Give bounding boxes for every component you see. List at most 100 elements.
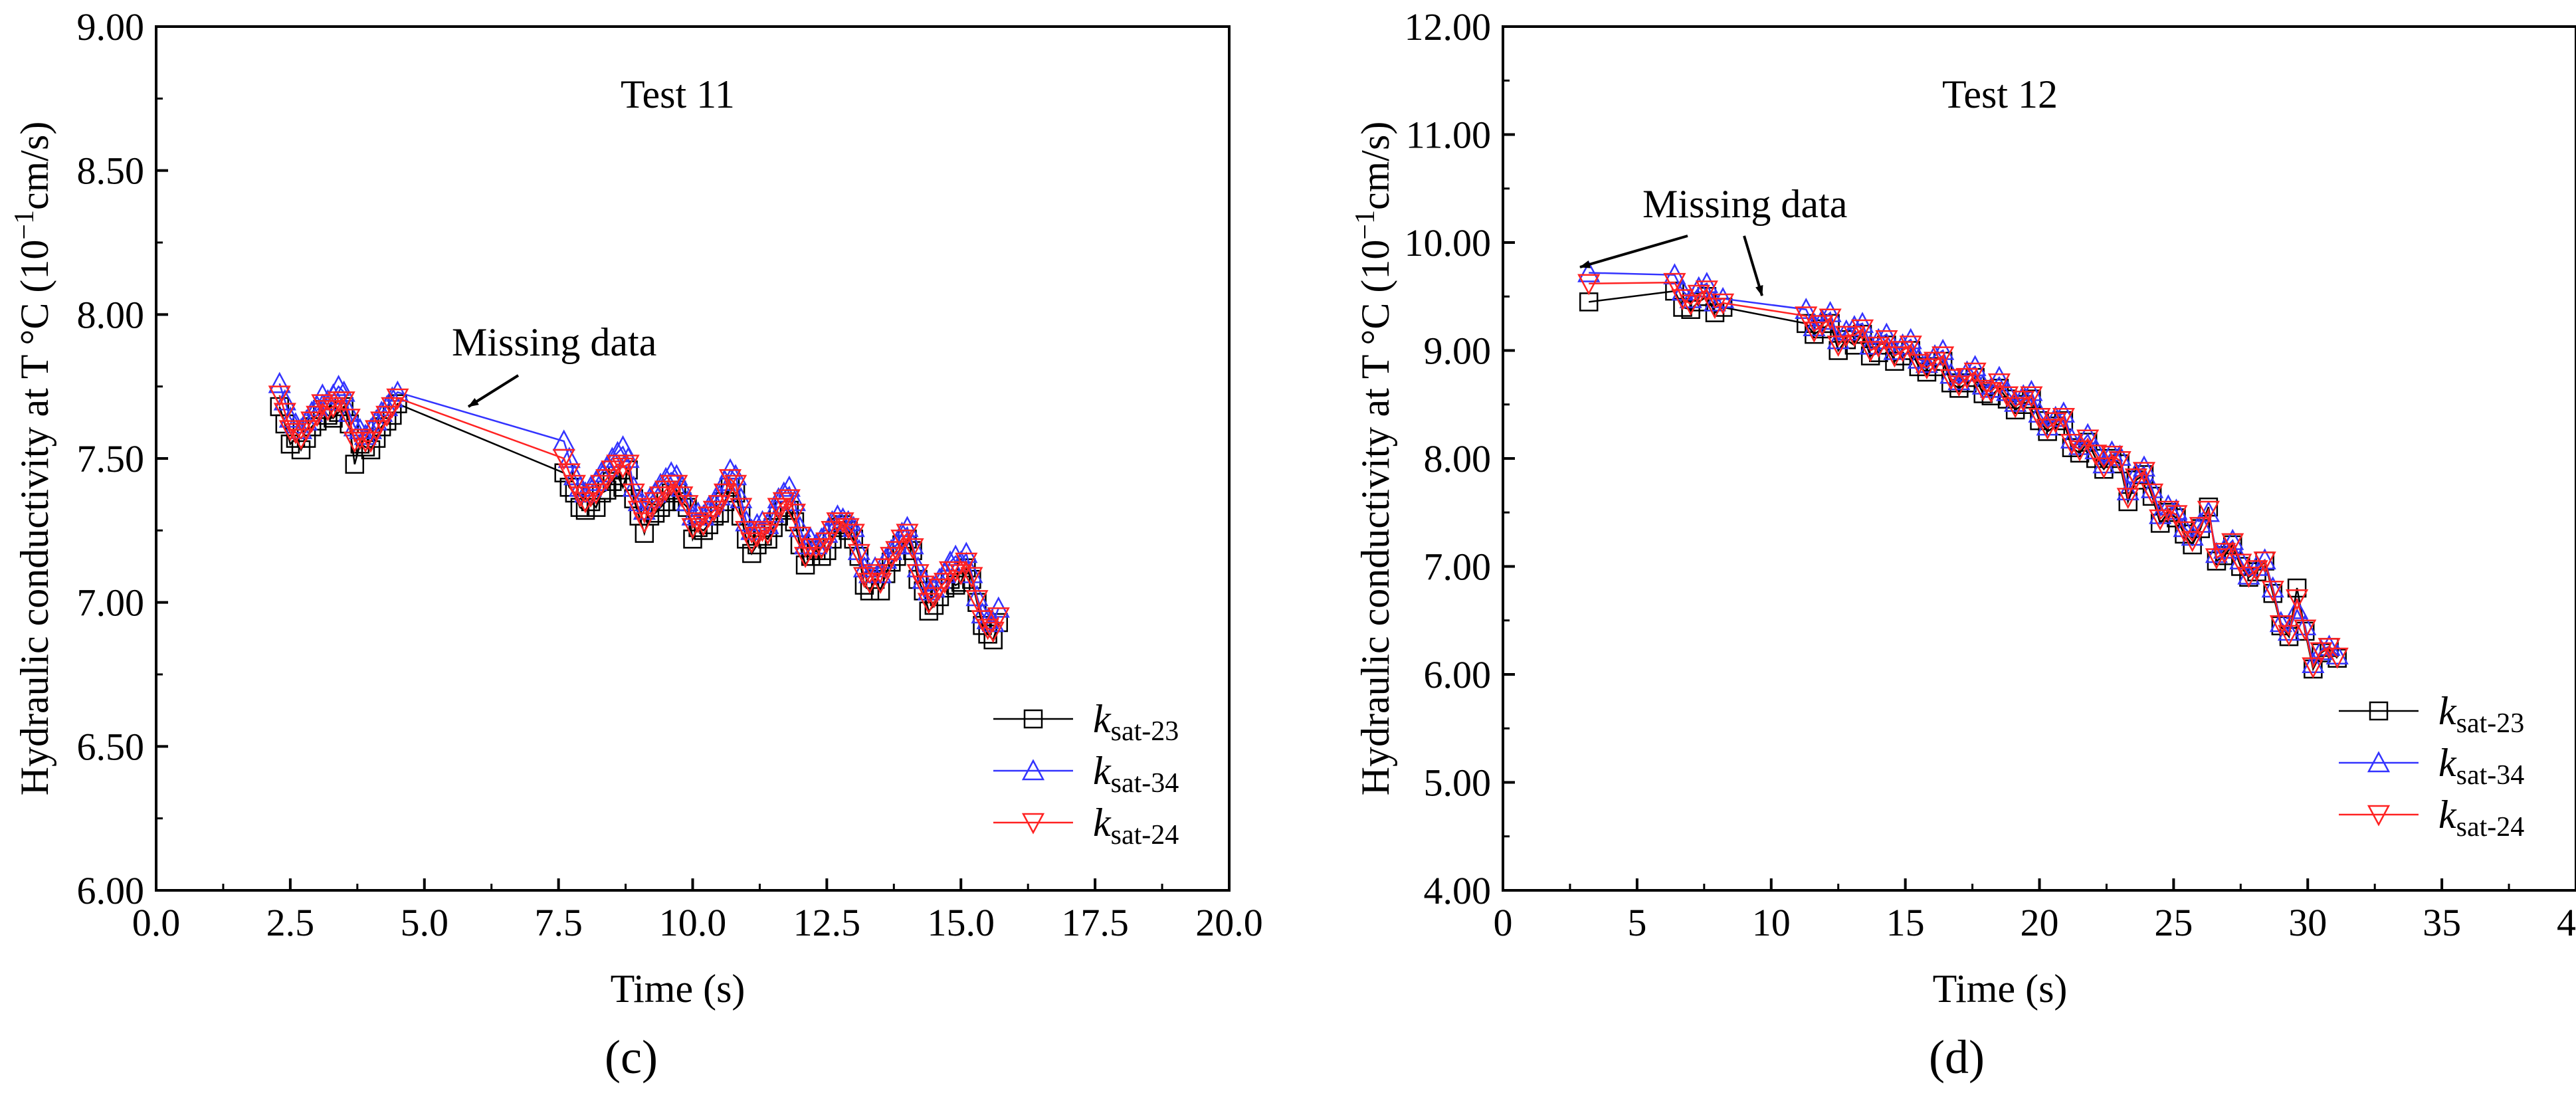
data-point-sat-24 — [2124, 468, 2147, 490]
legend-label-sub: sat-34 — [1111, 768, 1179, 799]
data-point-sat-24 — [665, 474, 688, 496]
data-point-sat-24 — [702, 500, 726, 522]
data-point-sat-24 — [1939, 369, 1963, 391]
data-point-sat-24 — [654, 480, 678, 502]
data-point-sat-24 — [810, 538, 833, 559]
y-tick-label: 7.00 — [1424, 546, 1492, 589]
data-point-sat-34 — [826, 504, 849, 526]
axis-ticks — [155, 25, 1231, 892]
data-point-sat-24 — [601, 460, 624, 482]
y-tick-label: 9.00 — [1424, 330, 1492, 373]
data-point-sat-34 — [2261, 576, 2284, 598]
legend-label-main: k — [1093, 697, 1112, 741]
series-line-sat-34 — [1589, 272, 2338, 666]
data-point-sat-24 — [2197, 500, 2220, 522]
x-tick-label: 10.0 — [659, 901, 727, 944]
data-point-sat-34 — [1932, 338, 1955, 360]
data-point-sat-23 — [570, 498, 590, 517]
data-point-sat-34 — [2060, 427, 2084, 448]
data-point-sat-24 — [2326, 647, 2349, 669]
x-tick-label: 5 — [1627, 901, 1646, 944]
data-point-sat-34 — [1859, 333, 1882, 355]
data-point-sat-24 — [2261, 581, 2284, 602]
legend-label: ksat-23 — [1093, 697, 1179, 747]
data-point-sat-24 — [2221, 533, 2244, 555]
data-point-sat-24 — [1915, 358, 1939, 380]
y-tick-label: 12.00 — [1405, 5, 1492, 49]
data-point-sat-34 — [676, 490, 699, 512]
data-point-sat-34 — [327, 375, 350, 396]
data-point-sat-24 — [1923, 351, 1947, 373]
data-point-sat-34 — [273, 389, 296, 411]
series-line-sat-23 — [1589, 290, 2338, 672]
data-point-sat-24 — [960, 567, 983, 589]
data-point-sat-24 — [2294, 619, 2317, 641]
data-point-sat-24 — [965, 590, 989, 611]
annotation-arrow-2 — [1743, 235, 1763, 296]
data-point-sat-24 — [708, 495, 731, 516]
data-point-sat-24 — [1947, 375, 1971, 397]
x-tick-label: 12.5 — [793, 901, 861, 944]
data-point-sat-24 — [1577, 274, 1601, 296]
data-point-sat-34 — [1891, 333, 1914, 355]
data-point-sat-34 — [2221, 528, 2244, 550]
data-point-sat-24 — [1695, 280, 1718, 302]
data-point-sat-24 — [713, 483, 737, 505]
x-tick-label: 20.0 — [1195, 901, 1263, 944]
data-point-sat-24 — [767, 498, 790, 520]
chart-title: Test 11 — [621, 72, 735, 116]
data-point-sat-34 — [2044, 405, 2067, 427]
data-point-sat-34 — [965, 585, 989, 607]
data-series — [1577, 260, 2349, 679]
panel-label: (d) — [1929, 1031, 1985, 1084]
data-point-sat-24 — [2004, 397, 2027, 419]
data-point-sat-24 — [306, 405, 329, 427]
legend-marker — [1023, 709, 1043, 729]
y-axis-title-prefix: Hydraulic conductivity at T °C (10 — [13, 240, 56, 796]
data-point-sat-34 — [1577, 260, 1601, 282]
x-tick-label: 35 — [2423, 901, 2461, 944]
data-point-sat-24 — [730, 498, 753, 520]
data-point-sat-24 — [944, 561, 967, 583]
data-point-sat-24 — [933, 573, 957, 594]
annotation-arrow-1 — [1579, 235, 1688, 268]
data-point-sat-34 — [2229, 548, 2252, 569]
y-axis-title-exponent: −1 — [1350, 210, 1381, 240]
data-point-sat-34 — [353, 423, 377, 445]
data-point-sat-24 — [2253, 551, 2276, 573]
y-tick-label: 7.50 — [77, 437, 145, 480]
data-point-sat-24 — [842, 524, 865, 546]
x-tick-label: 15.0 — [928, 901, 995, 944]
data-point-sat-24 — [2020, 386, 2043, 408]
data-point-sat-24 — [697, 506, 720, 528]
legend-label-main: k — [1093, 749, 1112, 793]
data-point-sat-24 — [2116, 488, 2139, 510]
chart-panel-c: 6.00 6.50 7.00 7.50 8.00 8.50 9.00 0.0 2.5 5.0 7.… — [9, 5, 1263, 1084]
data-point-sat-24 — [322, 397, 345, 419]
data-point-sat-24 — [880, 547, 903, 568]
chart-panel-d: 4.005.006.007.008.009.0010.0011.0012.00 … — [1350, 5, 2576, 1084]
legend-label-sub: sat-34 — [2456, 760, 2525, 791]
data-point-sat-24 — [869, 573, 892, 594]
legend-label: ksat-24 — [2438, 793, 2524, 843]
data-point-sat-24 — [617, 454, 640, 476]
data-point-sat-24 — [1907, 353, 1930, 375]
data-point-sat-24 — [1955, 367, 1979, 389]
data-point-sat-24 — [1671, 289, 1694, 311]
x-tick-label: 17.5 — [1061, 901, 1129, 944]
data-point-sat-24 — [981, 621, 1005, 643]
data-point-sat-34 — [2326, 643, 2349, 664]
data-point-sat-34 — [2253, 548, 2276, 569]
data-point-sat-24 — [837, 518, 860, 540]
data-point-sat-24 — [338, 409, 361, 430]
legend-marker — [2369, 701, 2389, 721]
data-point-sat-34 — [2318, 635, 2341, 656]
legend-label-sub: sat-24 — [1111, 820, 1179, 850]
data-point-sat-24 — [2076, 429, 2100, 451]
data-point-sat-24 — [1842, 326, 1866, 348]
data-point-sat-24 — [2052, 408, 2075, 429]
data-point-sat-34 — [2092, 452, 2116, 474]
data-point-sat-24 — [761, 512, 785, 534]
data-point-sat-24 — [638, 498, 661, 520]
